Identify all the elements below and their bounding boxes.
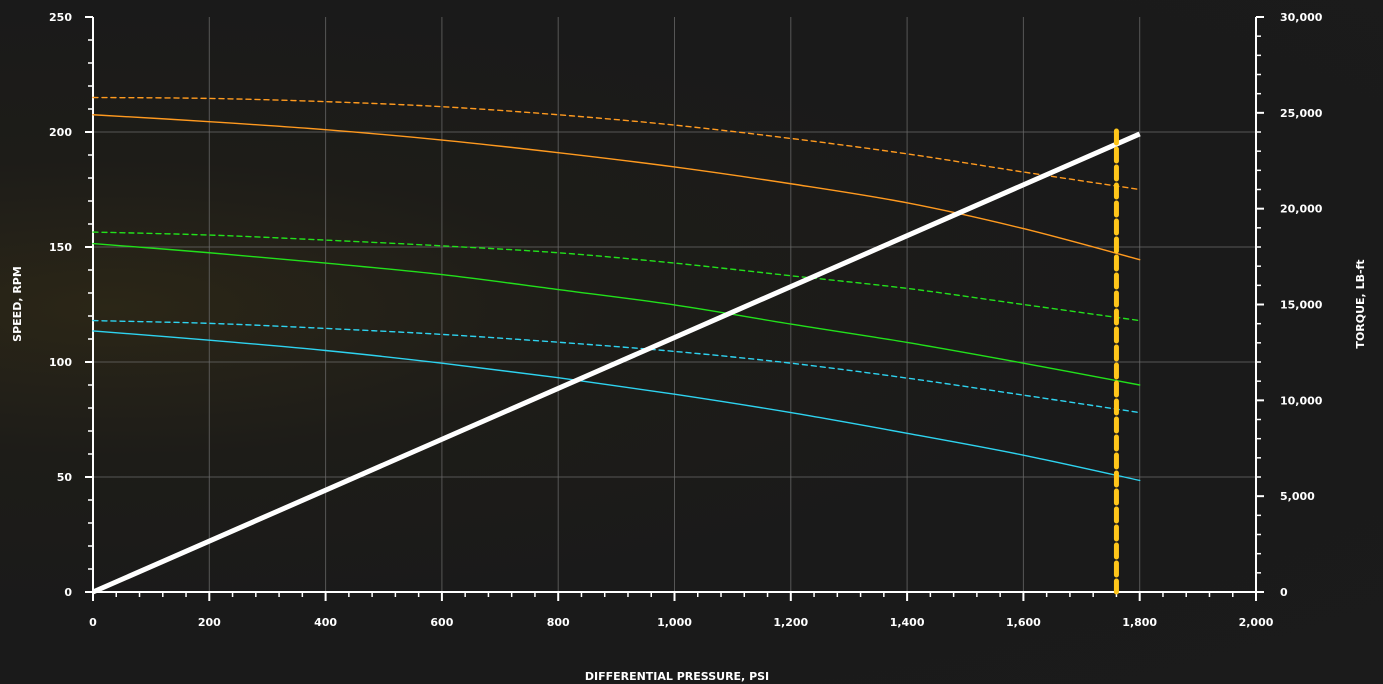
y-tick-label: 50: [57, 471, 73, 484]
x-axis-title: DIFFERENTIAL PRESSURE, PSI: [585, 670, 769, 683]
y-tick-label: 150: [49, 241, 72, 254]
x-tick-label: 400: [314, 616, 337, 629]
y2-tick-label: 25,000: [1280, 107, 1323, 120]
y-tick-label: 0: [64, 586, 72, 599]
y2-tick-label: 15,000: [1280, 299, 1323, 312]
y2-axis-title: TORQUE, LB-ft: [1354, 259, 1367, 348]
y-tick-label: 250: [49, 11, 72, 24]
y2-tick-label: 30,000: [1280, 11, 1323, 24]
x-tick-label: 1,000: [657, 616, 692, 629]
speed-series-line: [92, 114, 1141, 261]
speed-series-line: [92, 242, 1141, 386]
x-tick-label: 2,000: [1239, 616, 1274, 629]
x-tick-label: 1,600: [1006, 616, 1041, 629]
y-tick-label: 100: [49, 356, 72, 369]
y-axis-title: SPEED, RPM: [11, 266, 24, 342]
x-tick-label: 200: [198, 616, 221, 629]
speed-series-line: [92, 330, 1141, 482]
speed-series-line: [92, 231, 1141, 322]
torque-line: [91, 131, 1141, 595]
y-tick-label: 200: [49, 126, 72, 139]
x-tick-label: 800: [547, 616, 570, 629]
y2-tick-label: 0: [1280, 586, 1288, 599]
x-tick-label: 1,400: [890, 616, 925, 629]
speed-series-line: [92, 96, 1141, 191]
x-tick-label: 1,200: [773, 616, 808, 629]
y2-tick-label: 10,000: [1280, 394, 1323, 407]
y2-tick-label: 20,000: [1280, 203, 1323, 216]
y2-tick-label: 5,000: [1280, 490, 1315, 503]
x-tick-label: 0: [89, 616, 97, 629]
x-tick-label: 600: [430, 616, 453, 629]
speed-series-line: [92, 319, 1141, 414]
x-tick-label: 1,800: [1122, 616, 1157, 629]
